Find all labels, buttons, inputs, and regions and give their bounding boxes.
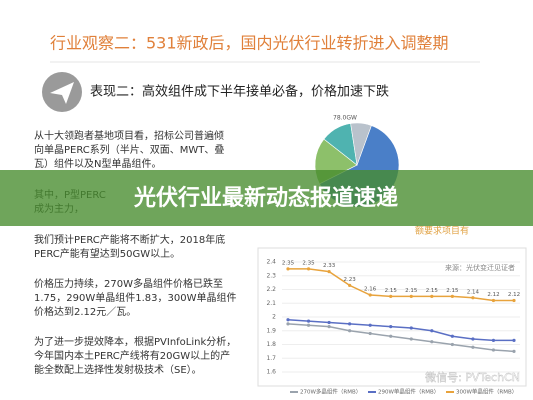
paragraph-line: 今年国内本土PERC产线将有20GW以上的产: [34, 349, 230, 362]
series-line: [288, 268, 514, 302]
paragraph-line: 从十大领跑者基地项目看，招标公司普遍倾: [34, 129, 224, 142]
value-label: 2.15: [446, 288, 459, 294]
value-label: 2.23: [344, 277, 357, 283]
pie-label: 78.0GW: [333, 115, 357, 122]
y-tick-label: 2.2: [266, 286, 276, 293]
series-point: [306, 323, 311, 327]
y-tick-label: 2: [272, 314, 276, 321]
paragraph-line: PERC产能有望达到50GW以上。: [34, 247, 180, 260]
paragraph-line: 为了进一步提效降本，根据PVInfoLink分析，: [34, 335, 236, 348]
legend-label: 300W单晶组件（RMB）: [456, 388, 517, 396]
paragraph-line: 我们预计PERC产能将不断扩大，2018年底: [34, 233, 225, 246]
series-point: [348, 283, 352, 287]
series-point: [450, 342, 454, 347]
y-tick-label: 1.6: [266, 369, 276, 376]
paragraph-line: 能全数配上选择性发射极技术（SE）。: [34, 363, 202, 376]
paragraph-line: 价格压力持续，270W多晶组件价格已跌至: [34, 277, 223, 290]
series-point: [512, 349, 516, 353]
series-point: [368, 331, 372, 336]
legend-label: 290W单晶组件（RMB）: [378, 388, 439, 396]
series-point: [286, 322, 290, 326]
series-line: [287, 319, 514, 342]
value-label: 2.15: [405, 288, 418, 294]
banner-text: 光伏行业最新动态报道速递: [133, 185, 398, 211]
paragraph-line: 瓦）组件以及N型单晶组件。: [34, 157, 161, 170]
series-point: [512, 338, 516, 342]
series-point: [368, 293, 372, 297]
banner: [0, 170, 533, 226]
series-point: [491, 298, 496, 303]
watermark: 微信号: PVTechCN: [425, 370, 520, 384]
series-point: [348, 329, 352, 333]
series-point: [471, 337, 475, 341]
series-point: [409, 326, 413, 330]
y-tick-label: 1.7: [266, 355, 276, 362]
series-point: [327, 320, 331, 325]
chart-source: 来源：光伏变迁见证者: [445, 263, 515, 272]
paragraph-line: 向单晶PERC系列（半片、双面、MWT、叠: [34, 143, 224, 156]
value-label: 2.12: [508, 292, 520, 298]
value-label: 2.12: [487, 292, 499, 298]
series-point: [471, 296, 475, 300]
series-point: [450, 294, 454, 298]
series-point: [450, 334, 454, 338]
value-label: 2.14: [467, 289, 480, 295]
series-point: [430, 329, 434, 333]
series-point: [389, 294, 393, 298]
title: 行业观察二：531新政后，国内光伏行业转折进入调整期: [50, 34, 449, 53]
chart-frame: [257, 247, 527, 387]
series-point: [430, 294, 434, 298]
value-label: 2.33: [323, 263, 336, 269]
series-point: [471, 345, 475, 349]
series-point: [306, 319, 311, 323]
series-point: [389, 325, 393, 329]
series-point: [491, 338, 496, 342]
series-point: [389, 334, 393, 338]
series-point: [327, 270, 331, 274]
value-label: 2.16: [364, 287, 377, 293]
series-point: [491, 348, 496, 352]
y-tick-label: 2.4: [266, 259, 276, 266]
series-point: [327, 325, 331, 329]
value-label: 2.15: [385, 288, 398, 294]
y-tick-label: 1.8: [266, 341, 276, 348]
series-line: [287, 323, 515, 353]
series-point: [512, 298, 516, 303]
series-point: [409, 294, 413, 298]
paragraph-line: 1.75，290W单晶组件1.83，300W单晶组件: [34, 291, 236, 304]
series-point: [306, 267, 311, 271]
series-point: [348, 322, 352, 326]
value-label: 2.35: [282, 260, 295, 266]
pie-slice: [350, 122, 372, 166]
icon-plane: [50, 82, 74, 104]
value-label: 2.35: [302, 260, 315, 266]
subtitle: 表现二：高效组件成下半年接单必备，价格加速下跌: [90, 84, 389, 100]
series-point: [368, 323, 372, 327]
series-point: [286, 267, 290, 271]
y-tick-label: 1.9: [266, 327, 276, 334]
series-point: [286, 318, 290, 322]
paragraph-line: 价格达到2.12元／瓦。: [34, 305, 136, 318]
series-point: [430, 340, 434, 344]
legend-label: 270W多晶组件（RMB）: [300, 388, 361, 396]
value-label: 2.15: [426, 288, 439, 294]
series-point: [409, 337, 413, 341]
right-note: 额要求项目有: [415, 225, 469, 237]
y-tick-label: 2.3: [266, 272, 276, 279]
y-tick-label: 2.1: [266, 300, 276, 307]
